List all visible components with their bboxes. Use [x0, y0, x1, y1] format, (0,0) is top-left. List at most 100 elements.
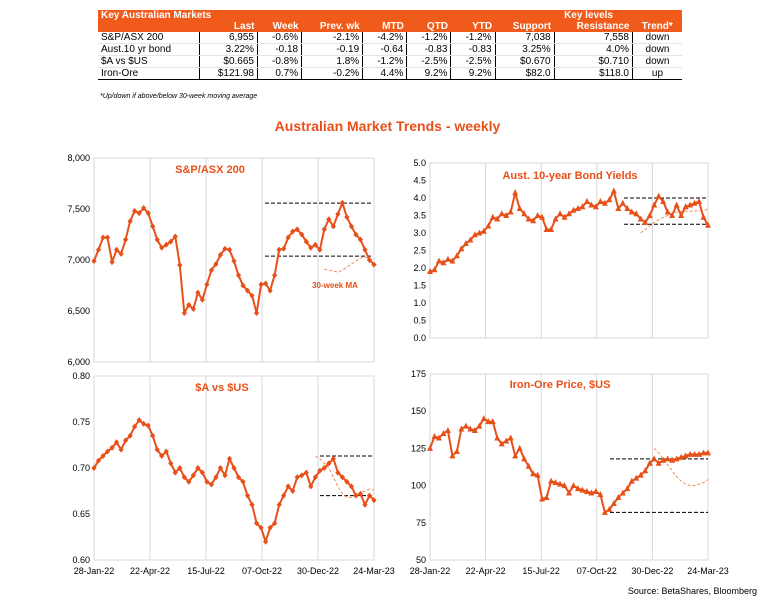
data-point	[521, 455, 528, 462]
table-cell: 0.7%	[257, 67, 303, 80]
data-point	[494, 215, 501, 222]
table-cell: -1.2%	[450, 32, 496, 44]
data-point	[240, 282, 246, 289]
data-point	[91, 258, 97, 265]
data-point	[476, 229, 483, 236]
data-point	[127, 432, 133, 439]
data-point	[348, 483, 355, 490]
data-point	[123, 437, 129, 444]
y-tick-label: 7,000	[67, 255, 90, 265]
col-header-mtd: MTD	[382, 21, 404, 32]
data-point	[552, 215, 559, 222]
table-cell: -1.2%	[406, 32, 452, 44]
data-point	[687, 201, 694, 208]
moving-average-line	[315, 455, 375, 498]
table-cell: 3.25%	[495, 43, 555, 56]
data-point	[583, 488, 590, 495]
data-point	[525, 215, 532, 222]
data-point	[127, 218, 133, 225]
data-point	[366, 257, 373, 263]
data-point	[458, 425, 465, 432]
data-point	[615, 494, 622, 501]
table-cell: S&P/ASX 200	[98, 32, 201, 44]
x-tick-label: 07-Oct-22	[577, 566, 617, 576]
data-point	[95, 457, 102, 464]
table-cell: -0.18	[257, 43, 303, 56]
table-cell: 7,038	[495, 32, 555, 44]
data-point	[181, 310, 187, 317]
data-point	[290, 488, 296, 494]
table-cell: 7,558	[554, 32, 633, 44]
data-point	[177, 465, 183, 471]
data-point	[530, 217, 537, 224]
data-point	[646, 459, 653, 466]
table-cell: -2.1%	[301, 32, 364, 44]
data-point	[208, 267, 215, 274]
data-point	[258, 281, 264, 288]
data-point	[371, 497, 377, 504]
data-point	[308, 244, 314, 251]
table-cell: $82.0	[495, 67, 555, 80]
data-point	[249, 501, 255, 508]
page-title: Australian Market Trends - weekly	[274, 118, 501, 134]
table-row: $A vs $US $0.665 -0.8% 1.8% -1.2% -2.5% …	[98, 55, 682, 68]
data-point	[471, 427, 478, 434]
data-point	[339, 474, 345, 481]
series-line	[429, 417, 708, 515]
data-point	[427, 268, 433, 274]
data-point	[100, 453, 106, 460]
data-point	[281, 245, 287, 252]
data-point	[601, 508, 608, 515]
table-cell: up	[632, 67, 682, 80]
y-tick-label: 0.60	[72, 555, 90, 565]
data-point	[485, 222, 492, 229]
data-point	[435, 434, 442, 441]
data-point	[646, 212, 653, 218]
data-point	[633, 210, 640, 217]
data-point	[141, 420, 147, 427]
data-point	[610, 499, 617, 506]
data-point	[705, 449, 711, 456]
data-point	[132, 423, 138, 430]
table-row: Iron-Ore $121.98 0.7% -0.2% 4.4% 9.2% 9.…	[98, 67, 682, 80]
y-tick-label: 0.75	[72, 417, 90, 427]
data-point	[312, 474, 318, 481]
data-point	[217, 251, 224, 258]
data-point	[226, 246, 233, 253]
data-point	[272, 520, 278, 527]
data-point	[113, 439, 120, 446]
data-point	[366, 492, 373, 499]
y-tick-label: 75	[416, 518, 426, 528]
data-point	[281, 492, 287, 499]
data-point	[664, 208, 671, 215]
data-point	[321, 226, 327, 233]
y-tick-label: 4.0	[413, 193, 426, 203]
y-tick-label: 3.5	[413, 211, 426, 221]
data-point	[91, 465, 97, 471]
table-cell: Aust.10 yr bond	[98, 43, 201, 56]
data-point	[168, 238, 174, 245]
data-point	[163, 448, 169, 455]
data-point	[253, 520, 260, 527]
data-point	[231, 258, 237, 265]
data-point	[624, 205, 631, 211]
table-cell: -0.6%	[257, 32, 303, 44]
data-point	[362, 246, 368, 253]
data-point	[253, 310, 260, 317]
data-point	[548, 477, 555, 484]
data-point	[258, 524, 264, 531]
data-point	[619, 489, 626, 496]
data-point	[579, 203, 586, 210]
data-point	[655, 192, 662, 199]
x-tick-label: 15-Jul-22	[522, 566, 560, 576]
data-point	[104, 234, 111, 241]
data-point	[357, 490, 364, 497]
x-tick-label: 15-Jul-22	[187, 566, 225, 576]
data-point	[637, 471, 644, 478]
table-footnote: *Up/down if above/below 30-week moving a…	[100, 93, 258, 100]
x-tick-label: 30-Dec-22	[631, 566, 673, 576]
y-tick-label: 1.0	[413, 298, 426, 308]
x-tick-label: 28-Jan-22	[410, 566, 451, 576]
y-tick-label: 175	[411, 369, 426, 379]
table-cell: -4.2%	[362, 32, 408, 44]
